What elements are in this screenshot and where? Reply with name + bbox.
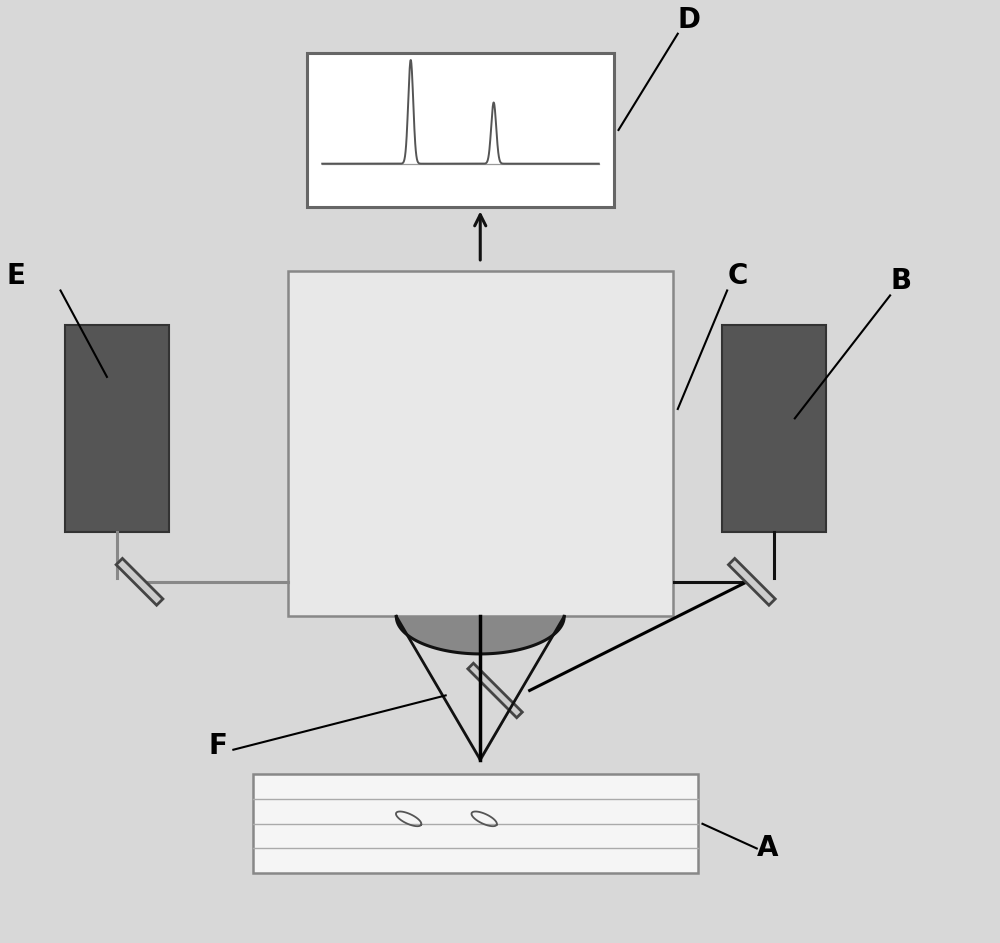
Polygon shape — [468, 663, 522, 718]
Polygon shape — [396, 617, 564, 653]
Text: E: E — [6, 262, 25, 290]
Text: F: F — [209, 732, 228, 760]
Text: B: B — [890, 268, 911, 295]
Polygon shape — [396, 617, 480, 760]
Text: A: A — [757, 835, 778, 863]
Bar — [722, 325, 826, 533]
Text: D: D — [678, 6, 701, 34]
Text: C: C — [727, 262, 748, 290]
Polygon shape — [728, 558, 775, 605]
Bar — [65, 325, 169, 533]
Bar — [307, 54, 614, 207]
Polygon shape — [480, 617, 564, 760]
Bar — [288, 271, 673, 617]
Polygon shape — [116, 558, 163, 605]
Bar — [253, 774, 698, 873]
